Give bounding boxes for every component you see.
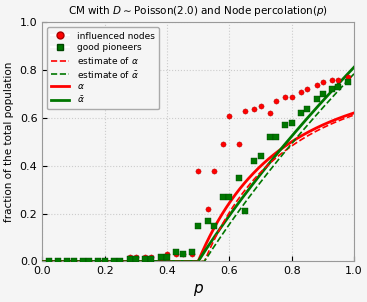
Point (226, 113, 232, 118)
Legend: influenced nodes, good pioneers, estimate of $\alpha$, estimate of $\bar{\alpha}: influenced nodes, good pioneers, estimat… (47, 27, 159, 109)
Y-axis label: fraction of the total population: fraction of the total population (4, 62, 14, 222)
Point (236, 142, 241, 147)
Point (335, 77, 341, 82)
Point (95, 259, 101, 264)
Point (251, 159, 257, 163)
Point (64, 259, 70, 264)
Title: CM with $D\sim\mathrm{Poisson}(2.0)$ and Node percolation$(p)$: CM with $D\sim\mathrm{Poisson}(2.0)$ and… (68, 4, 328, 18)
Point (220, 194, 226, 199)
Point (86, 259, 92, 264)
Point (211, 168, 217, 173)
Point (70, 259, 76, 264)
Point (251, 106, 257, 111)
X-axis label: $p$: $p$ (193, 282, 204, 298)
Point (258, 154, 264, 159)
Point (86, 259, 92, 264)
Point (80, 259, 86, 264)
Point (133, 257, 139, 262)
Point (149, 257, 155, 262)
Point (314, 97, 320, 101)
Point (46, 259, 51, 264)
Point (64, 259, 70, 264)
Point (127, 257, 132, 262)
Point (133, 254, 139, 259)
Point (142, 254, 148, 259)
Point (117, 259, 123, 264)
Point (304, 106, 310, 111)
Point (80, 259, 86, 264)
Point (283, 94, 288, 99)
Point (320, 80, 326, 85)
Point (242, 108, 248, 113)
Point (289, 120, 295, 125)
Point (164, 254, 170, 259)
Point (102, 259, 108, 264)
Point (289, 94, 295, 99)
Point (320, 92, 326, 97)
Point (46, 259, 51, 264)
Point (258, 104, 264, 108)
Point (180, 252, 186, 257)
Point (220, 142, 226, 147)
Point (283, 123, 288, 128)
Point (236, 175, 241, 180)
Point (158, 254, 164, 259)
Point (273, 135, 279, 140)
Point (204, 218, 210, 223)
Point (242, 209, 248, 214)
Point (55, 259, 61, 264)
Point (195, 223, 201, 228)
Point (298, 89, 304, 94)
Point (158, 254, 164, 259)
Point (142, 257, 148, 262)
Point (345, 75, 351, 80)
Point (273, 99, 279, 104)
Point (304, 87, 310, 92)
Point (164, 252, 170, 257)
Point (95, 259, 101, 264)
Point (174, 252, 179, 257)
Point (267, 135, 273, 140)
Point (345, 80, 351, 85)
Point (314, 82, 320, 87)
Point (298, 111, 304, 116)
Point (111, 259, 117, 264)
Point (335, 85, 341, 89)
Point (226, 194, 232, 199)
Point (127, 254, 132, 259)
Point (111, 259, 117, 264)
Point (329, 87, 335, 92)
Point (204, 207, 210, 211)
Point (267, 111, 273, 116)
Point (195, 168, 201, 173)
Point (55, 259, 61, 264)
Point (189, 252, 195, 257)
Point (102, 259, 108, 264)
Point (180, 252, 186, 257)
Point (70, 259, 76, 264)
Point (211, 223, 217, 228)
Point (117, 259, 123, 264)
Point (329, 77, 335, 82)
Point (189, 249, 195, 254)
Point (174, 249, 179, 254)
Point (149, 254, 155, 259)
